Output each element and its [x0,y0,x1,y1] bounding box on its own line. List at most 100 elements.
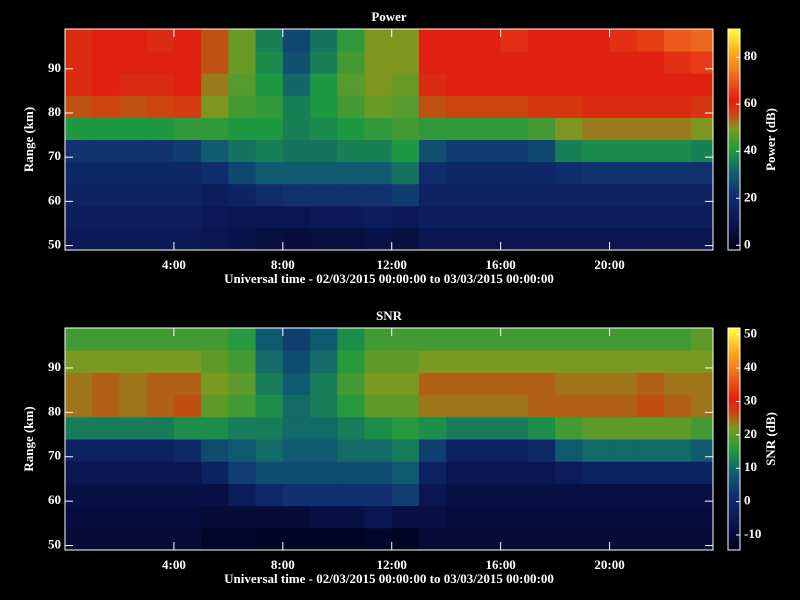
heatmap-cell [473,161,502,185]
heatmap-cell [228,416,257,440]
heatmap-cell [500,29,529,52]
heatmap-cell [418,205,447,229]
heatmap-cell [92,483,120,507]
heatmap-cell [473,51,502,74]
heatmap-cell [446,29,474,52]
heatmap-cell [663,461,692,484]
heatmap-cell [527,505,556,529]
heatmap-cell [636,461,665,484]
heatmap-cell [364,505,393,529]
heatmap-cell [582,439,611,462]
heatmap-cell [228,117,257,140]
heatmap-cell [582,328,611,351]
heatmap-cell [609,483,638,507]
heatmap-cell [555,461,583,484]
heatmap-cell [582,51,611,74]
heatmap-cell [146,483,175,507]
heatmap-cell [391,227,420,250]
y-tick-label: 60 [48,192,61,207]
heatmap-cell [255,205,284,229]
heatmap-cell [555,95,583,118]
heatmap-cell [228,461,257,484]
heatmap-cell [555,73,583,96]
heatmap-cell [582,73,611,96]
heatmap-cell [473,29,502,52]
heatmap-cell [282,205,311,229]
heatmap-cell [337,483,365,507]
heatmap-cell [446,505,474,529]
y-tick-label: 80 [48,104,61,119]
colorbar-tick-label: 20 [744,426,757,441]
heatmap-cell [119,183,148,207]
colorbar-tick-label: -10 [744,526,761,541]
heatmap-cell [201,416,229,440]
heatmap-cell [418,328,447,351]
heatmap-cell [418,483,447,507]
heatmap-cell [119,328,148,351]
y-axis-label: Range (km) [21,406,36,471]
heatmap-cell [582,227,611,250]
heatmap-cell [173,439,202,462]
heatmap-cell [527,328,556,351]
heatmap-cell [636,416,665,440]
heatmap-cell [582,416,611,440]
heatmap-cell [418,416,447,440]
heatmap-cell [255,328,284,351]
heatmap-cell [119,139,148,163]
heatmap-cell [691,483,713,507]
heatmap-cell [119,483,148,507]
heatmap-cell [500,483,529,507]
heatmap-cell [310,183,338,207]
heatmap-cell [364,350,393,373]
heatmap-cell [391,394,420,418]
heatmap-cell [473,227,502,250]
heatmap-cell [473,416,502,440]
heatmap-cell [255,461,284,484]
heatmap-cell [282,117,311,140]
heatmap-cell [500,328,529,351]
heatmap-cell [337,505,365,529]
heatmap-cell [663,117,692,140]
heatmap-cell [609,205,638,229]
heatmap-cell [364,117,393,140]
heatmap-cell [173,95,202,118]
colorbar-tick-label: 50 [744,326,757,341]
x-tick-label: 8:00 [271,257,295,272]
heatmap-cell [446,416,474,440]
heatmap-cell [609,95,638,118]
heatmap-cells [65,328,713,550]
heatmap-cell [201,51,229,74]
heatmap-cell [228,394,257,418]
heatmap-cell [364,483,393,507]
heatmap-cell [364,416,393,440]
heatmap-cell [146,161,175,185]
heatmap-cell [636,139,665,163]
heatmap-cell [337,350,365,373]
heatmap-cell [228,328,257,351]
heatmap-cell [337,416,365,440]
colorbar-tick-label: 40 [744,359,757,374]
heatmap-cell [255,416,284,440]
heatmap-cell [636,483,665,507]
heatmap-cell [527,394,556,418]
heatmap-cell [173,394,202,418]
heatmap-cell [663,139,692,163]
heatmap-cell [146,95,175,118]
heatmap-cell [473,483,502,507]
heatmap-cell [228,505,257,529]
heatmap-cell [173,73,202,96]
heatmap-cell [691,394,713,418]
heatmap-cell [391,29,420,52]
heatmap-cell [146,394,175,418]
heatmap-cell [310,227,338,250]
heatmap-cell [337,372,365,396]
x-tick-label: 16:00 [485,557,515,572]
heatmap-cell [691,73,713,96]
heatmap-cell [555,51,583,74]
colorbar-tick-label: 30 [744,392,757,407]
heatmap-cell [201,73,229,96]
heatmap-cell [446,117,474,140]
heatmap-cell [609,183,638,207]
heatmap-cell [119,51,148,74]
heatmap-cell [228,73,257,96]
